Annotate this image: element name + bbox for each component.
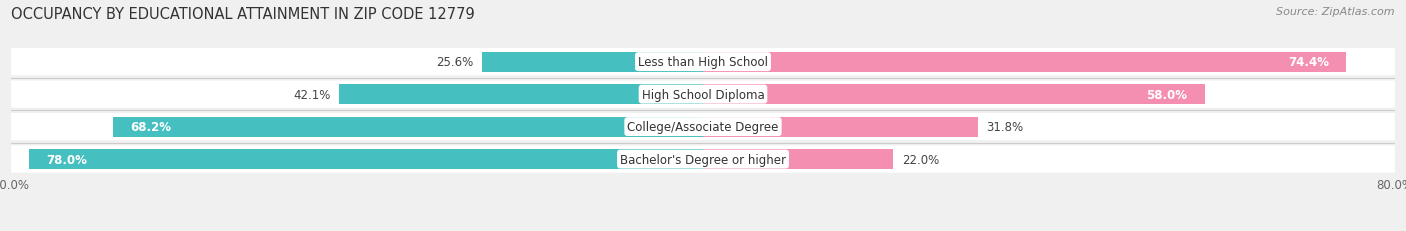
Text: OCCUPANCY BY EDUCATIONAL ATTAINMENT IN ZIP CODE 12779: OCCUPANCY BY EDUCATIONAL ATTAINMENT IN Z… (11, 7, 475, 22)
Text: 25.6%: 25.6% (436, 56, 472, 69)
Text: Less than High School: Less than High School (638, 56, 768, 69)
Text: 31.8%: 31.8% (987, 121, 1024, 134)
FancyBboxPatch shape (11, 146, 1395, 173)
Text: 68.2%: 68.2% (131, 121, 172, 134)
Text: 74.4%: 74.4% (1288, 56, 1329, 69)
Bar (703, 117, 979, 137)
Text: Bachelor's Degree or higher: Bachelor's Degree or higher (620, 153, 786, 166)
Text: 58.0%: 58.0% (1146, 88, 1187, 101)
Bar (339, 85, 703, 105)
Bar (28, 149, 703, 169)
Text: 78.0%: 78.0% (46, 153, 87, 166)
FancyBboxPatch shape (11, 81, 1395, 108)
FancyBboxPatch shape (11, 49, 1395, 76)
Bar (703, 52, 1347, 72)
Bar (114, 117, 703, 137)
Text: 22.0%: 22.0% (901, 153, 939, 166)
Text: Source: ZipAtlas.com: Source: ZipAtlas.com (1277, 7, 1395, 17)
Text: 42.1%: 42.1% (292, 88, 330, 101)
Bar (703, 85, 1205, 105)
Bar (703, 149, 893, 169)
Text: College/Associate Degree: College/Associate Degree (627, 121, 779, 134)
Text: High School Diploma: High School Diploma (641, 88, 765, 101)
FancyBboxPatch shape (11, 113, 1395, 141)
Legend: Owner-occupied, Renter-occupied: Owner-occupied, Renter-occupied (572, 228, 834, 231)
Bar (482, 52, 703, 72)
